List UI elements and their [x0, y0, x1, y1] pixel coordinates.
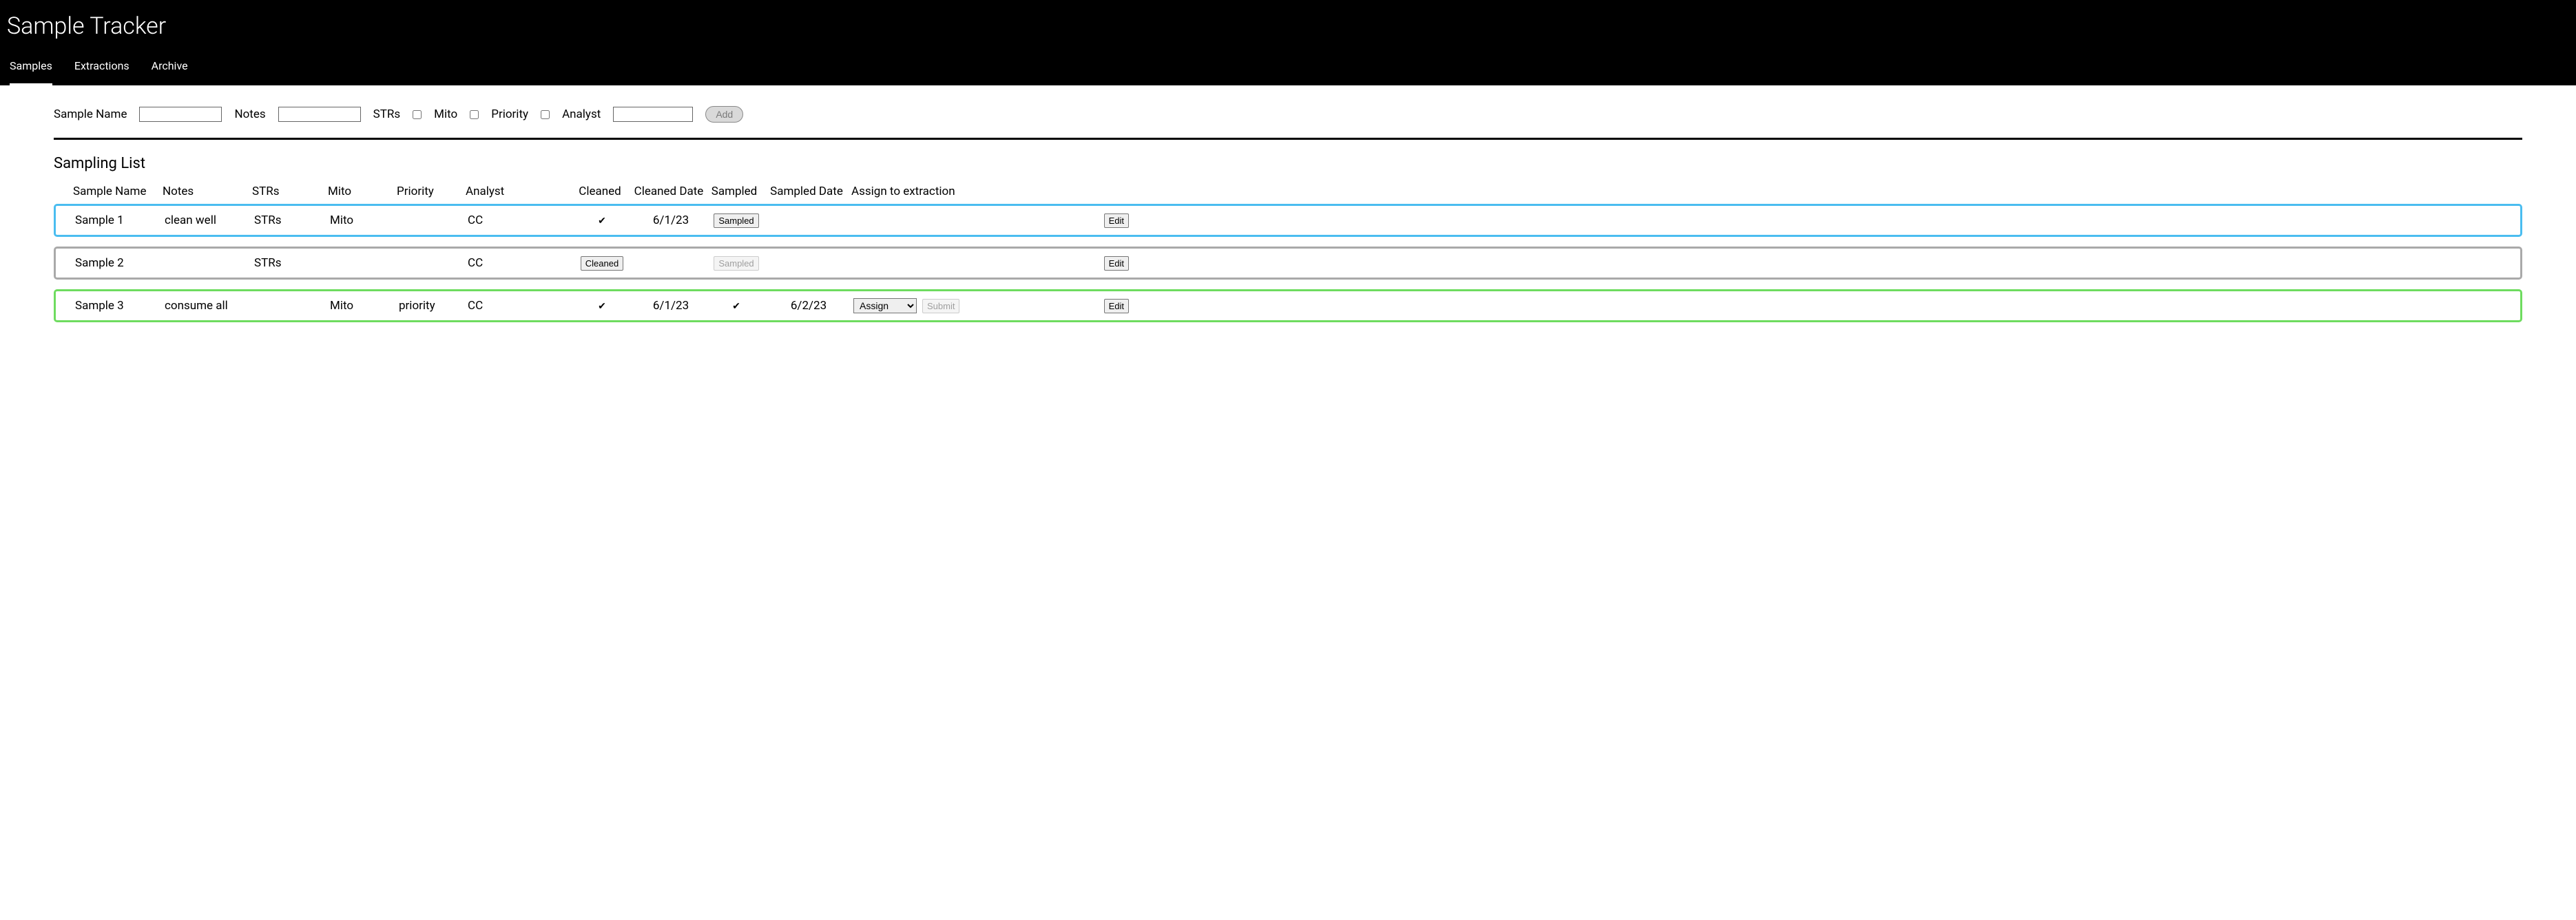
sample-name-label: Sample Name: [54, 107, 127, 121]
edit-button[interactable]: Edit: [1104, 213, 1129, 228]
checkmark-icon: ✔: [598, 301, 606, 312]
col-header-sampled-date: Sampled Date: [762, 185, 851, 198]
col-header-strs: STRs: [252, 185, 328, 198]
col-header-cleaned: Cleaned: [569, 185, 631, 198]
cell-cleaned-date: 6/1/23: [633, 213, 709, 227]
cell-mito: Mito: [330, 299, 399, 313]
cell-priority: priority: [399, 299, 468, 313]
cell-notes: clean well: [165, 213, 254, 227]
app-header: Sample Tracker Samples Extractions Archive: [0, 0, 2576, 85]
cell-analyst: CC: [468, 256, 571, 270]
cell-analyst: CC: [468, 299, 571, 313]
priority-checkbox[interactable]: [541, 110, 550, 119]
cell-edit: Edit: [1088, 299, 1129, 313]
table-body: Sample 1clean wellSTRsMitoCC✔6/1/23Sampl…: [54, 204, 2522, 322]
cell-strs: STRs: [254, 256, 330, 270]
edit-button[interactable]: Edit: [1104, 299, 1129, 313]
priority-label: Priority: [491, 107, 528, 121]
add-sample-form: Sample Name Notes STRs Mito Priority Ana…: [54, 106, 2522, 140]
cell-edit: Edit: [1088, 213, 1129, 228]
cell-mito: Mito: [330, 213, 399, 227]
tab-archive[interactable]: Archive: [152, 59, 188, 85]
col-header-notes: Notes: [163, 185, 252, 198]
col-header-assign: Assign to extraction: [851, 185, 1086, 198]
section-title: Sampling List: [54, 155, 2522, 172]
table-row: Sample 1clean wellSTRsMito CC ✔ 6/1/23 Sampl…: [54, 204, 2522, 237]
cell-cleaned: Cleaned: [571, 256, 633, 271]
cleaned-button[interactable]: Cleaned: [581, 256, 623, 271]
sample-name-input[interactable]: [139, 107, 222, 122]
col-header-analyst: Analyst: [466, 185, 569, 198]
submit-button: Submit: [922, 299, 959, 313]
main-content: Sample Name Notes STRs Mito Priority Ana…: [0, 85, 2576, 359]
cell-sampled: ✔: [709, 299, 764, 313]
cell-sampled-date: 6/2/23: [764, 299, 853, 313]
sampled-button[interactable]: Sampled: [714, 213, 758, 228]
table-row: Sample 3consume all MitopriorityCC ✔ 6/1/23…: [54, 289, 2522, 322]
strs-label: STRs: [373, 107, 401, 121]
assign-select[interactable]: Assign: [853, 298, 917, 313]
analyst-label: Analyst: [562, 107, 601, 121]
mito-checkbox[interactable]: [470, 110, 479, 119]
cell-notes: consume all: [165, 299, 254, 313]
col-header-sampled: Sampled: [707, 185, 762, 198]
mito-label: Mito: [434, 107, 457, 121]
cell-edit: Edit: [1088, 256, 1129, 271]
sampled-button: Sampled: [714, 256, 758, 271]
checkmark-icon: ✔: [732, 301, 740, 312]
cell-sample-name: Sample 1: [75, 213, 165, 227]
cell-cleaned: ✔: [571, 213, 633, 227]
col-header-priority: Priority: [397, 185, 466, 198]
col-header-sample-name: Sample Name: [73, 185, 163, 198]
add-button[interactable]: Add: [705, 106, 743, 123]
notes-label: Notes: [234, 107, 265, 121]
tab-extractions[interactable]: Extractions: [74, 59, 129, 85]
cell-sample-name: Sample 3: [75, 299, 165, 313]
edit-button[interactable]: Edit: [1104, 256, 1129, 271]
strs-checkbox[interactable]: [413, 110, 422, 119]
checkmark-icon: ✔: [598, 216, 606, 227]
app-title: Sample Tracker: [7, 12, 2569, 40]
cell-sample-name: Sample 2: [75, 256, 165, 270]
analyst-input[interactable]: [613, 107, 693, 122]
table-header-row: Sample Name Notes STRs Mito Priority Ana…: [54, 179, 2522, 204]
cell-cleaned: ✔: [571, 299, 633, 313]
cell-analyst: CC: [468, 213, 571, 227]
cell-cleaned-date: 6/1/23: [633, 299, 709, 313]
tabs-container: Samples Extractions Archive: [7, 59, 2569, 85]
cell-sampled: Sampled: [709, 213, 764, 228]
tab-samples[interactable]: Samples: [10, 59, 52, 85]
col-header-mito: Mito: [328, 185, 397, 198]
table-row: Sample 2 STRs CC Cleaned Sampled Edit: [54, 247, 2522, 280]
notes-input[interactable]: [278, 107, 361, 122]
cell-strs: STRs: [254, 213, 330, 227]
cell-assign: Assign Submit: [853, 298, 1088, 313]
col-header-cleaned-date: Cleaned Date: [631, 185, 707, 198]
cell-sampled: Sampled: [709, 256, 764, 271]
